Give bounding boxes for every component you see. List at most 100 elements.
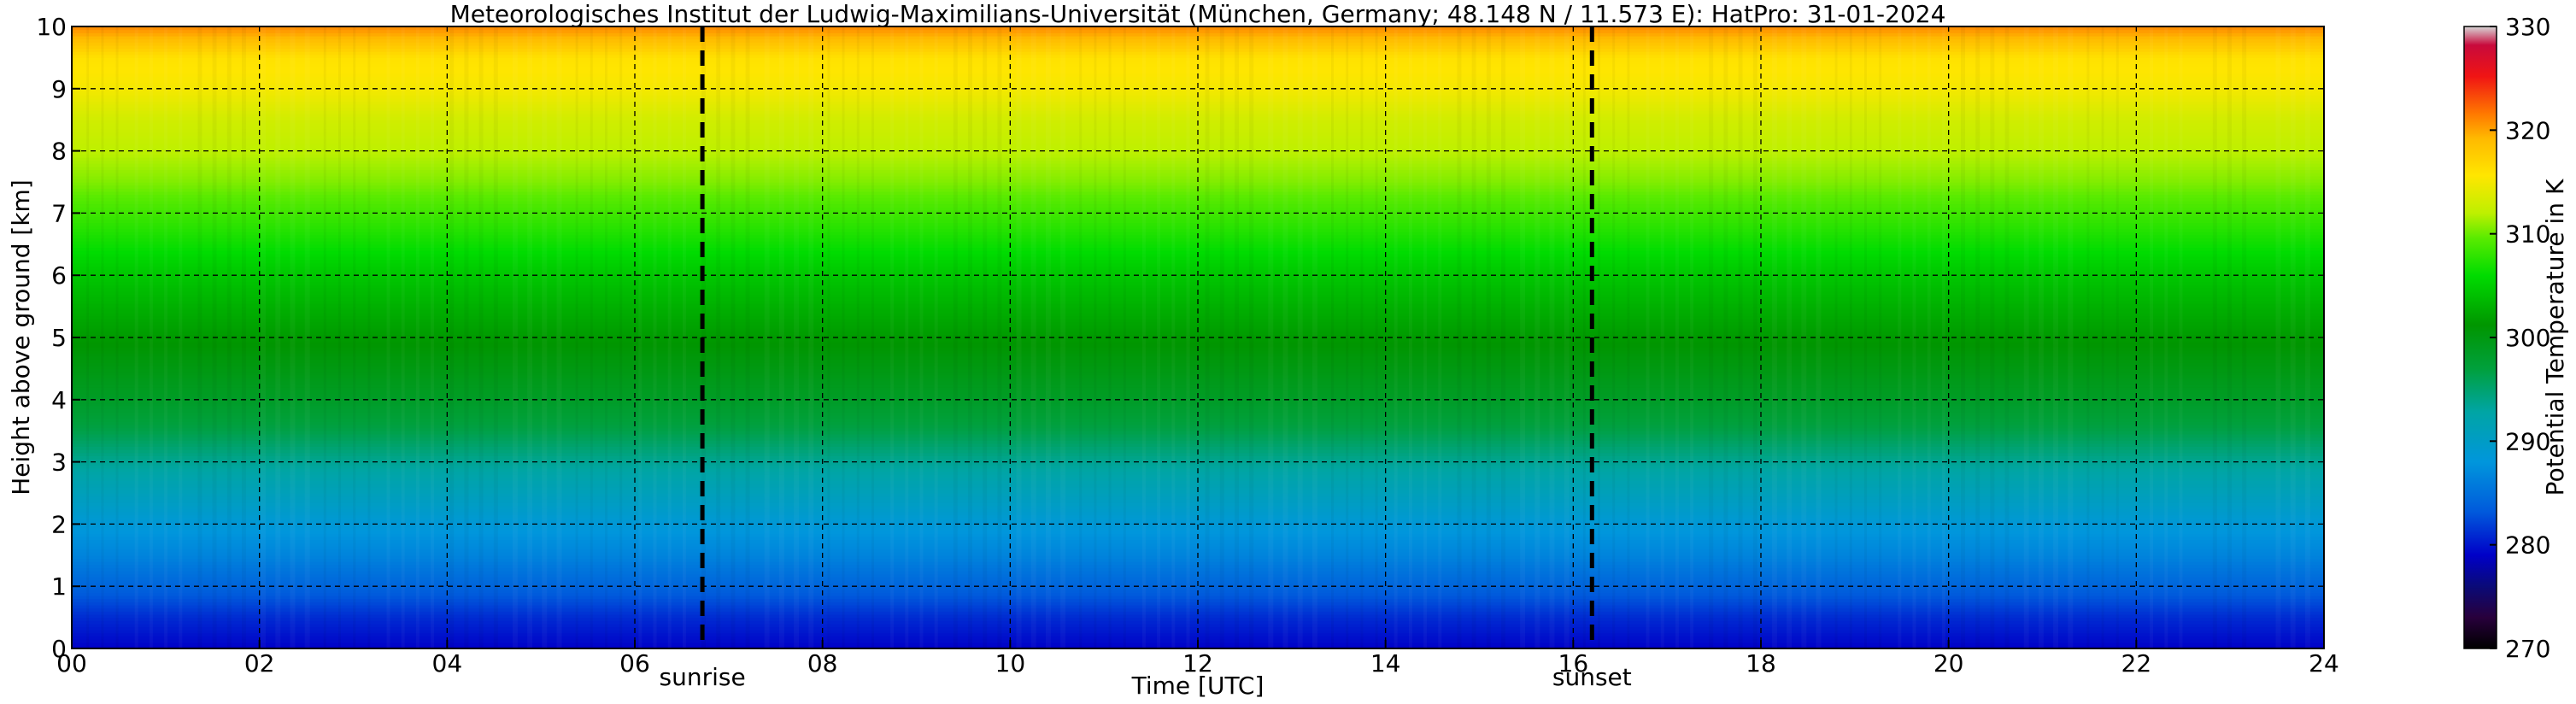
- heatmap-cell: [72, 209, 2324, 214]
- x-tick-label: 16: [1558, 649, 1589, 678]
- y-tick-label: 5: [51, 324, 67, 352]
- heatmap-cell: [72, 285, 2324, 289]
- x-tick-label: 08: [807, 649, 838, 678]
- heatmap-texture-stripe: [227, 26, 232, 648]
- heatmap-cell: [72, 256, 2324, 261]
- colorbar-tick-label: 320: [2505, 116, 2550, 144]
- heatmap-texture-stripe: [387, 26, 390, 648]
- colorbar-label: Potential Temperature in K: [2541, 179, 2569, 496]
- x-tick-label: 18: [1746, 649, 1776, 678]
- x-axis-label: Time [UTC]: [1131, 672, 1265, 700]
- heatmap-cell: [72, 51, 2324, 56]
- heatmap-cell: [72, 424, 2324, 429]
- heatmap-cell: [72, 623, 2324, 628]
- heatmap-texture-stripe: [905, 26, 908, 648]
- heatmap-cell: [72, 32, 2324, 37]
- x-tick-label: 02: [244, 649, 275, 678]
- x-tick-label: 14: [1370, 649, 1401, 678]
- grid-lines: [72, 26, 2324, 648]
- heatmap-cell: [72, 415, 2324, 419]
- y-tick-label: 7: [51, 199, 67, 227]
- heatmap-texture-stripe: [416, 26, 420, 648]
- y-axis-ticks: 0 1 2 3 4 5 6 7 8 9 10: [36, 13, 80, 663]
- y-tick-label: 10: [36, 13, 67, 41]
- heatmap-cell: [72, 287, 2324, 291]
- heatmap-cell: [72, 408, 2324, 413]
- heatmap-cell: [72, 278, 2324, 283]
- heatmap-cell: [72, 331, 2324, 335]
- y-tick-label: 9: [51, 75, 67, 103]
- heatmap-texture-stripe: [1346, 26, 1348, 648]
- heatmap-cell: [72, 567, 2324, 572]
- heatmap-cell: [72, 182, 2324, 186]
- heatmap-cell: [72, 502, 2324, 507]
- heatmap-texture-stripe: [857, 26, 860, 648]
- x-tick-label: 06: [619, 649, 650, 678]
- y-tick-label: 4: [51, 386, 67, 414]
- heatmap-cell: [72, 605, 2324, 609]
- heatmap-cell: [72, 191, 2324, 196]
- heatmap-cell: [72, 88, 2324, 93]
- x-tick-label: 22: [2121, 649, 2152, 678]
- heatmap-cell: [72, 474, 2324, 478]
- x-tick-label: 12: [1182, 649, 1213, 678]
- heatmap-texture-stripe: [1675, 26, 1679, 648]
- heatmap-cell: [72, 154, 2324, 158]
- heatmap-cell: [72, 200, 2324, 205]
- heatmap-cell: [72, 126, 2324, 130]
- heatmap-cell: [72, 455, 2324, 460]
- heatmap-cell: [72, 116, 2324, 120]
- colorbar-tick-label: 300: [2505, 324, 2550, 352]
- colorbar-tick-label: 310: [2505, 220, 2550, 249]
- heatmap-cell: [72, 632, 2324, 637]
- y-tick-label: 1: [51, 572, 67, 601]
- heatmap-cell: [72, 387, 2324, 391]
- heatmap-cell: [72, 520, 2324, 525]
- heatmap-cell: [72, 446, 2324, 450]
- heatmap-texture-stripe: [1975, 26, 1980, 648]
- heatmap-texture-stripe: [86, 26, 89, 648]
- heatmap-cell: [72, 97, 2324, 102]
- heatmap-cell: [72, 539, 2324, 543]
- colorbar-tick-label: 330: [2505, 13, 2550, 41]
- heatmap-cell: [72, 107, 2324, 111]
- heatmap-texture-stripe: [1017, 26, 1022, 648]
- heatmap-cell: [72, 343, 2324, 348]
- heatmap-texture-stripe: [1864, 26, 1867, 648]
- heatmap-cell: [72, 484, 2324, 488]
- x-tick-label: 20: [1933, 649, 1964, 678]
- heatmap-cell: [72, 79, 2324, 84]
- heatmap-texture-stripe: [116, 26, 119, 648]
- heatmap-texture-stripe: [2276, 26, 2281, 648]
- chart-title: Meteorologisches Institut der Ludwig-Max…: [450, 0, 1946, 28]
- heatmap-cell: [72, 334, 2324, 338]
- heatmap-texture-stripe: [997, 26, 1001, 648]
- y-tick-label: 3: [51, 449, 67, 477]
- heatmap-texture-stripe: [2116, 26, 2119, 648]
- heatmap-cell: [72, 577, 2324, 581]
- heatmap-texture-stripe: [1187, 26, 1190, 648]
- heatmap-texture-stripe: [1094, 26, 1096, 648]
- heatmap-cell: [72, 396, 2324, 401]
- colorbar-tick-label: 270: [2505, 635, 2550, 663]
- heatmap-cell: [72, 315, 2324, 320]
- marker-label-sunrise: sunrise: [659, 663, 745, 691]
- heatmap-cell: [72, 378, 2324, 382]
- x-tick-label: 24: [2309, 649, 2339, 678]
- heatmap-cell: [72, 163, 2324, 167]
- heatmap-cell: [72, 372, 2324, 376]
- heatmap-cell: [72, 144, 2324, 149]
- y-tick-label: 2: [51, 510, 67, 538]
- heatmap-cell: [72, 511, 2324, 516]
- heatmap-cell: [72, 312, 2324, 317]
- heatmap-cell: [72, 399, 2324, 404]
- heatmap-cell: [72, 380, 2324, 385]
- heatmap-cell: [72, 406, 2324, 410]
- heatmap-cell: [72, 586, 2324, 590]
- heatmap-cell: [72, 349, 2324, 354]
- sun-markers: sunrise sunset: [659, 26, 1632, 691]
- heatmap-cell: [72, 595, 2324, 600]
- heatmap-cell: [72, 69, 2324, 74]
- heatmap-cell: [72, 321, 2324, 326]
- heatmap-cell: [72, 530, 2324, 534]
